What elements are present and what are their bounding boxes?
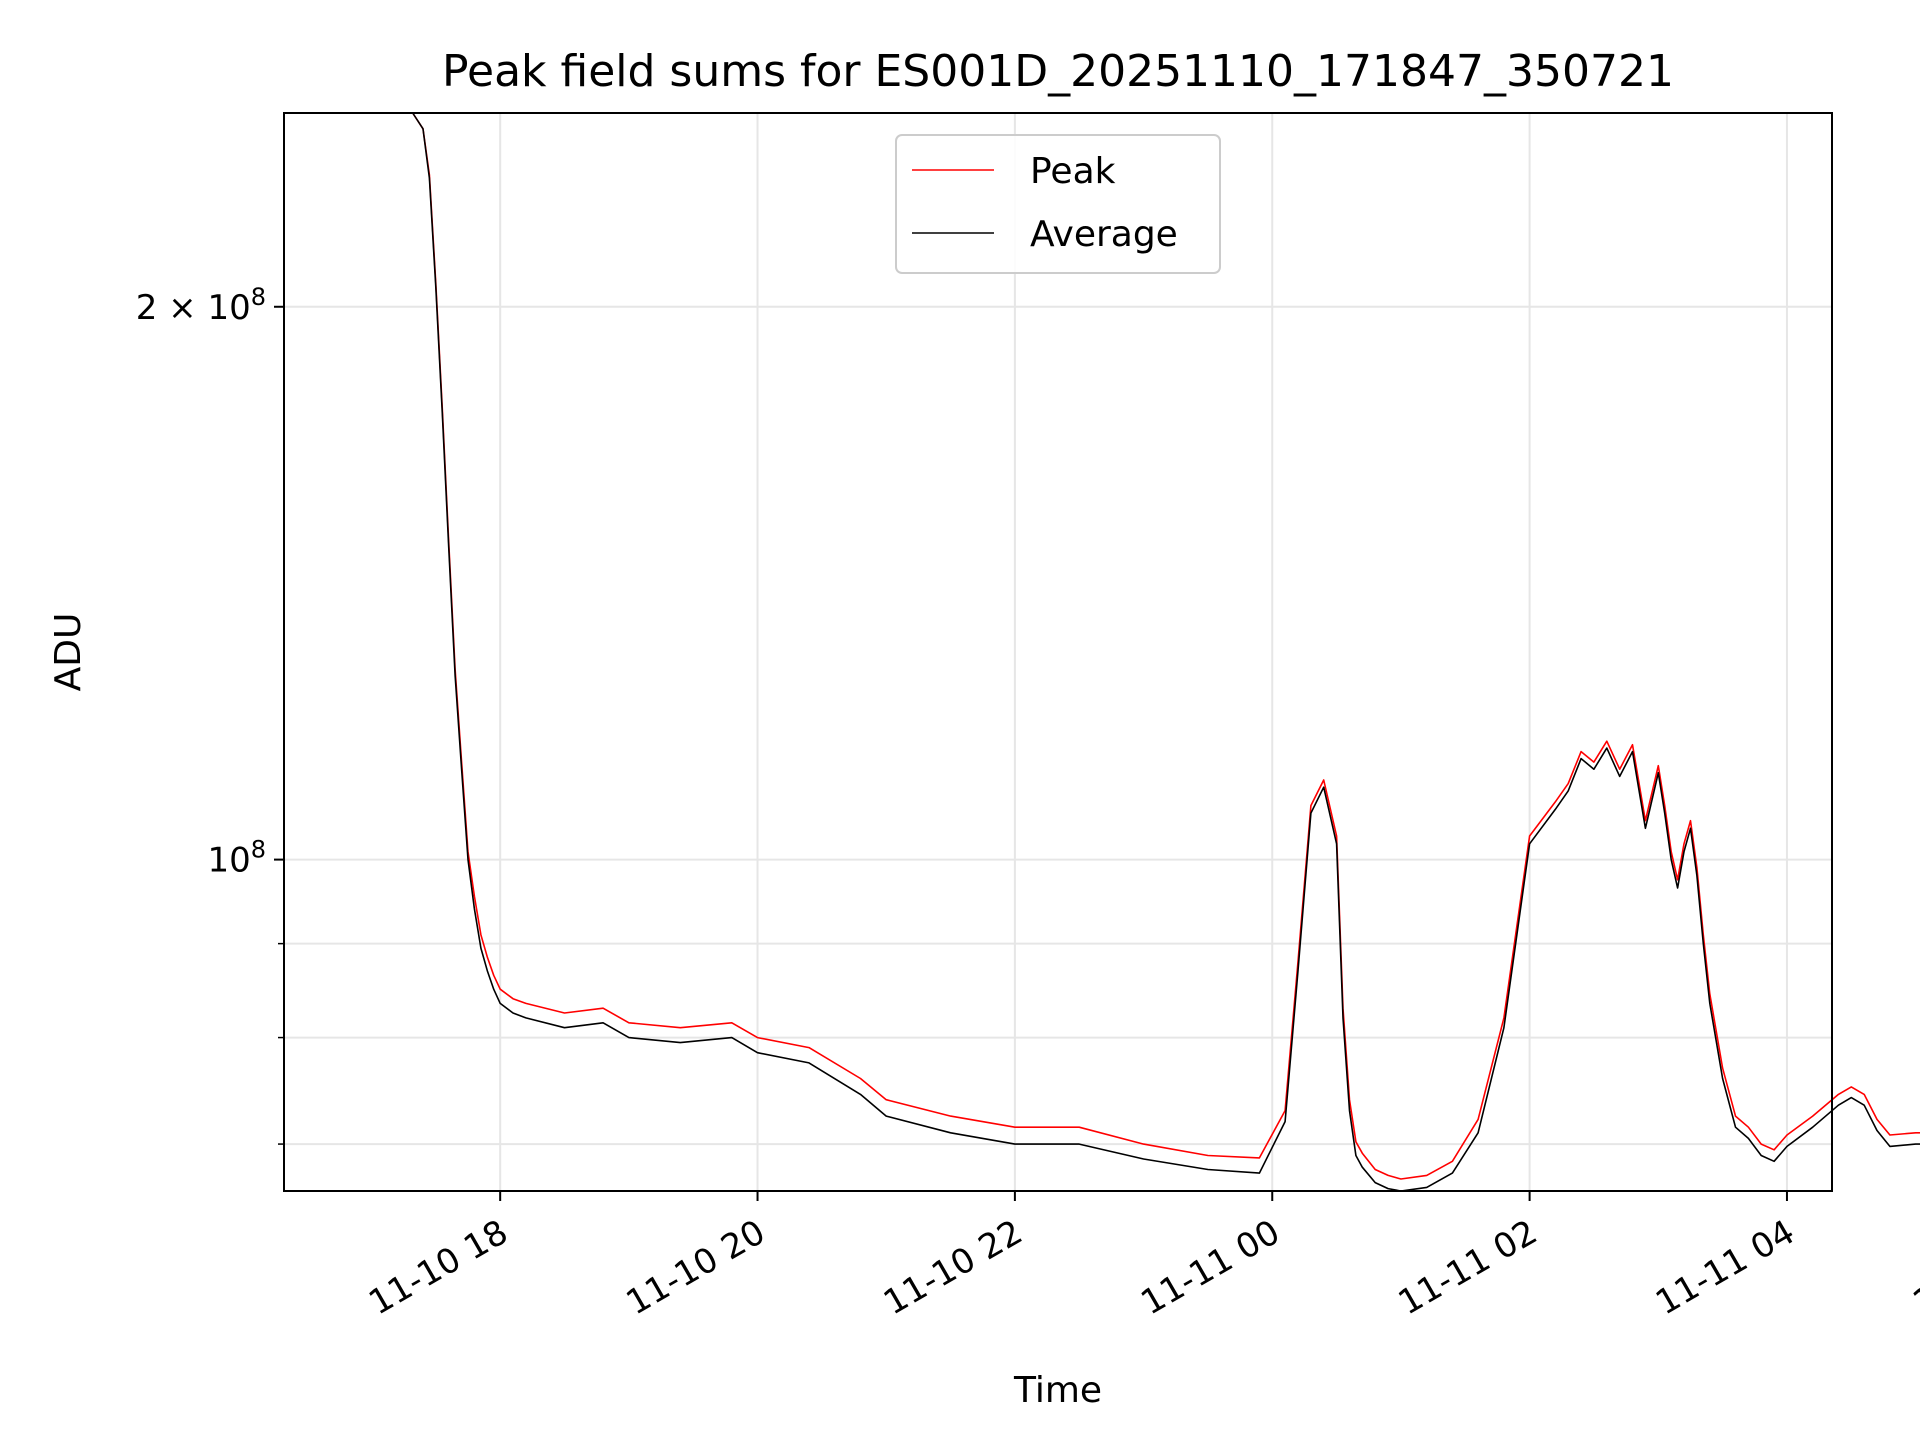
legend-label-average: Average (1030, 214, 1178, 255)
series-group (412, 112, 1920, 1192)
y-axis-label: ADU (48, 613, 89, 692)
y-tick-label: 2 × 108 (136, 283, 266, 328)
legend-label-peak: Peak (1030, 151, 1116, 192)
chart-title: Peak field sums for ES001D_20251110_1718… (442, 46, 1674, 97)
average-series-line (412, 112, 1920, 1192)
y-tick-label: 108 (207, 836, 266, 881)
y-axis-ticks: 108 2 × 108 (136, 283, 284, 1145)
plot-area-frame (283, 112, 1833, 1192)
legend: Peak Average (895, 134, 1221, 274)
x-axis-label: Time (1013, 1370, 1102, 1411)
grid-lines (284, 113, 1832, 1191)
peak-series-line (412, 112, 1920, 1180)
